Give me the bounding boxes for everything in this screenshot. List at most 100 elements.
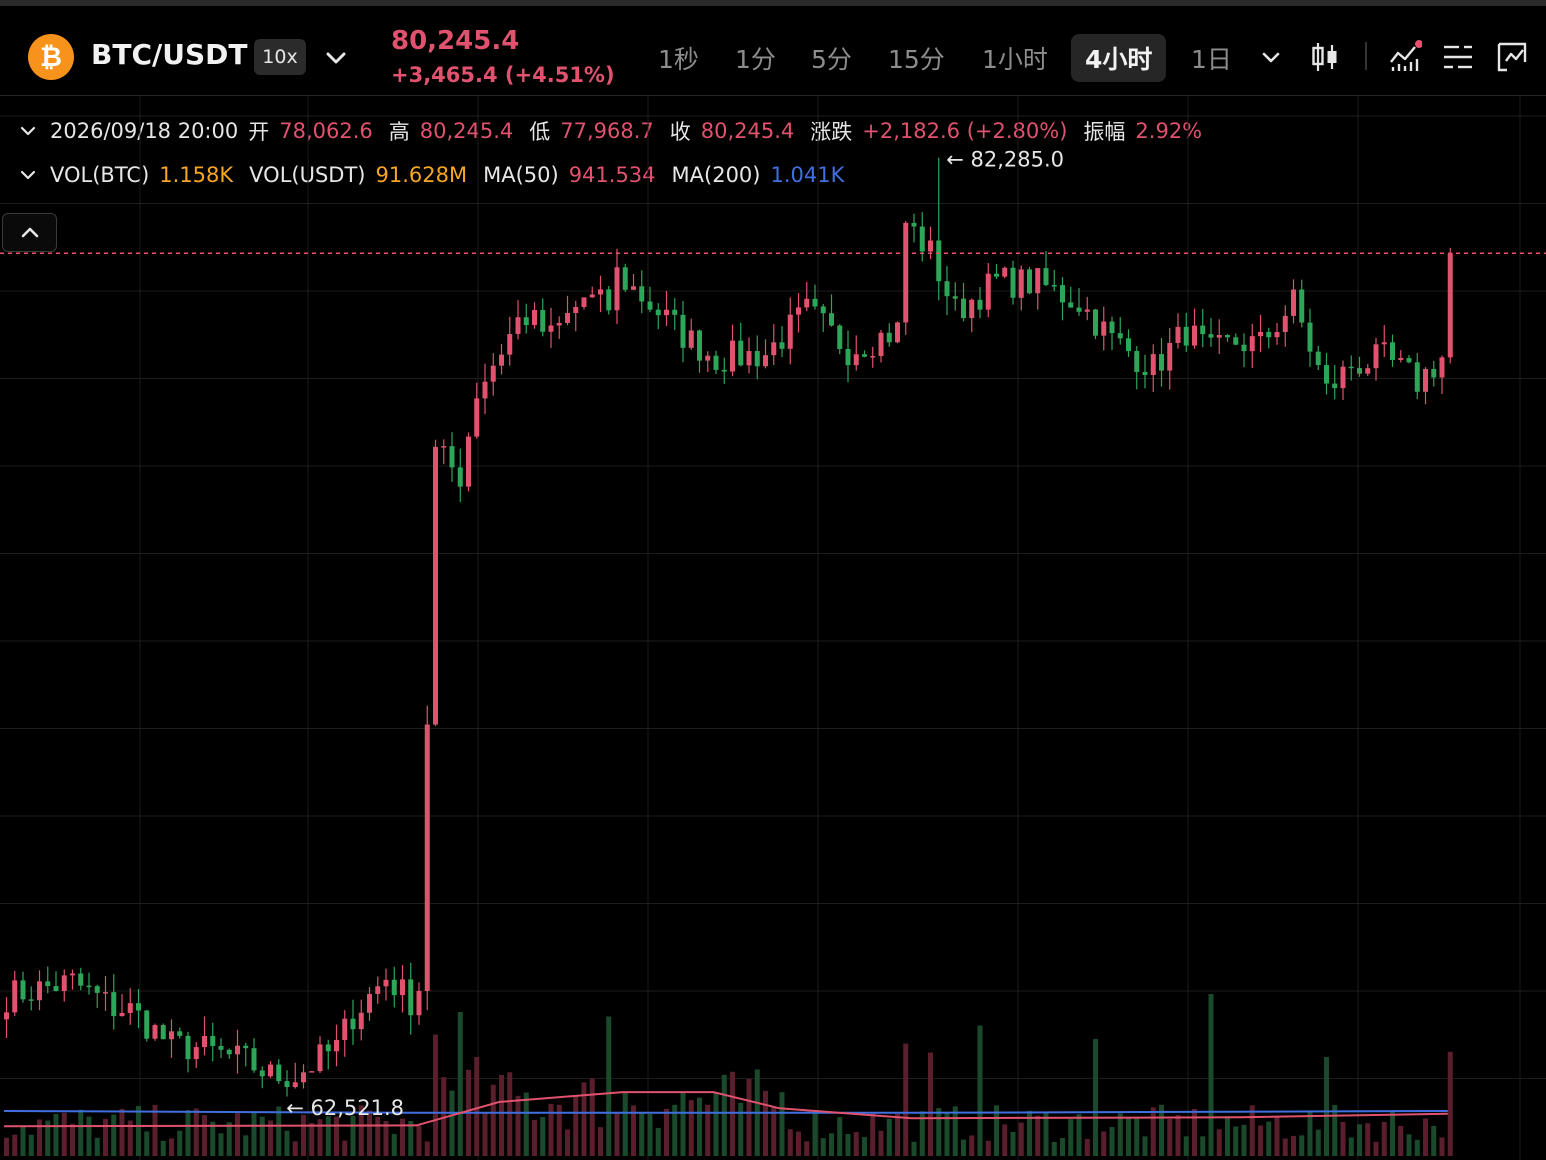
candle-up <box>1340 366 1346 389</box>
volume-bar <box>1307 1110 1313 1156</box>
volume-bar <box>969 1135 975 1156</box>
volume-bar <box>507 1072 513 1156</box>
candle-down <box>1431 368 1437 378</box>
candle-down <box>540 309 546 332</box>
volume-bar <box>457 1012 463 1156</box>
candle-down <box>86 985 92 988</box>
chevron-down-icon[interactable] <box>1254 40 1288 74</box>
interval-1m[interactable]: 1分 <box>735 45 776 74</box>
volume-bar <box>1183 1136 1189 1156</box>
candle-down <box>820 306 826 314</box>
interval-1s[interactable]: 1秒 <box>658 45 699 74</box>
volume-bar <box>1439 1137 1445 1156</box>
volume-bar <box>556 1104 562 1156</box>
volume-bar <box>787 1129 793 1156</box>
collapse-legend-button[interactable] <box>2 213 57 252</box>
candle-up <box>342 1018 348 1040</box>
volume-bar <box>1010 1131 1016 1156</box>
ma50-label: MA(50) <box>483 163 559 187</box>
volume-bar <box>1348 1137 1354 1156</box>
volume-bar <box>977 1025 983 1156</box>
candle-up <box>301 1072 306 1083</box>
chevron-down-icon[interactable] <box>18 121 38 141</box>
candle-up <box>581 297 587 307</box>
volume-bar <box>1192 1108 1197 1156</box>
candle-down <box>606 289 612 311</box>
drawing-tool-icon[interactable] <box>1495 40 1529 74</box>
volume-bar <box>1035 1115 1041 1156</box>
candlestick-chart[interactable]: ← 82,285.0 ← 62,521.8 <box>0 96 1546 1160</box>
symbol-name[interactable]: BTC/USDT <box>91 38 248 71</box>
volume-legend: VOL(BTC) 1.158K VOL(USDT) 91.628M MA(50)… <box>18 160 860 190</box>
candle-down <box>20 980 26 1000</box>
volume-bar <box>944 1113 950 1156</box>
candle-up <box>424 724 430 991</box>
volume-bar <box>928 1052 933 1156</box>
volume-bar <box>111 1114 117 1156</box>
volume-bar <box>1150 1107 1156 1156</box>
candle-down <box>144 1010 150 1039</box>
interval-1d[interactable]: 1日 <box>1191 45 1232 74</box>
candle-down <box>1093 309 1098 336</box>
volume-bar <box>86 1116 92 1156</box>
leverage-badge[interactable]: 10x <box>254 39 306 75</box>
indicator-icon[interactable] <box>1388 40 1422 74</box>
candle-up <box>903 222 909 323</box>
volume-bar <box>1200 1136 1206 1156</box>
candle-up <box>37 981 42 1001</box>
volume-bar <box>589 1078 595 1156</box>
interval-4h[interactable]: 4小时 <box>1071 34 1167 82</box>
volume-bar <box>136 1105 141 1156</box>
candle-up <box>416 990 422 1016</box>
candle-down <box>647 301 653 310</box>
candle-down <box>1225 334 1230 338</box>
volume-bar <box>433 1034 438 1156</box>
candle-up <box>1167 342 1173 371</box>
ma50-value: 941.534 <box>568 163 656 187</box>
candle-down <box>1348 366 1354 369</box>
candle-down <box>1051 285 1057 287</box>
candle-up <box>103 992 108 994</box>
volume-bar <box>1002 1124 1008 1156</box>
vol-usdt-value: 91.628M <box>375 163 468 187</box>
candle-down <box>1233 337 1239 345</box>
volume-bar <box>243 1135 249 1156</box>
candle-up <box>119 1012 125 1017</box>
volume-bar <box>1266 1121 1272 1156</box>
chevron-down-icon[interactable] <box>322 44 350 72</box>
candle-up <box>556 322 562 326</box>
candle-up <box>688 330 694 348</box>
candle-down <box>160 1025 166 1040</box>
volume-bar <box>292 1141 298 1156</box>
candle-down <box>243 1045 249 1049</box>
volume-bar <box>1274 1117 1280 1156</box>
low-price-annotation: ← 62,521.8 <box>286 1096 404 1120</box>
volume-bar <box>878 1130 884 1156</box>
candle-down <box>391 979 397 996</box>
interval-1h[interactable]: 1小时 <box>982 45 1048 74</box>
bitcoin-icon: ₿ <box>28 34 74 80</box>
candle-up <box>1084 309 1090 312</box>
change-label: 涨跌 <box>810 120 853 144</box>
volume-bar <box>680 1091 686 1156</box>
volume-bar <box>169 1138 174 1156</box>
candle-down <box>408 979 414 1016</box>
volume-bar <box>177 1130 183 1156</box>
candle-down <box>1109 321 1115 334</box>
volume-bar <box>1423 1118 1428 1156</box>
candle-up <box>441 446 447 448</box>
candlestick-type-icon[interactable] <box>1308 40 1342 74</box>
interval-5m[interactable]: 5分 <box>811 45 852 74</box>
vol-btc-value: 1.158K <box>159 163 234 187</box>
candle-up <box>969 299 975 319</box>
volume-bar <box>1315 1129 1321 1156</box>
volume-bar <box>829 1133 834 1156</box>
candle-down <box>53 986 59 992</box>
interval-15m[interactable]: 15分 <box>888 45 945 74</box>
chevron-down-icon[interactable] <box>18 165 38 185</box>
volume-bar <box>1357 1124 1362 1156</box>
volume-bar <box>12 1134 18 1156</box>
volume-bar <box>1134 1118 1140 1156</box>
candle-up <box>1175 326 1181 343</box>
settings-list-icon[interactable] <box>1441 40 1475 74</box>
